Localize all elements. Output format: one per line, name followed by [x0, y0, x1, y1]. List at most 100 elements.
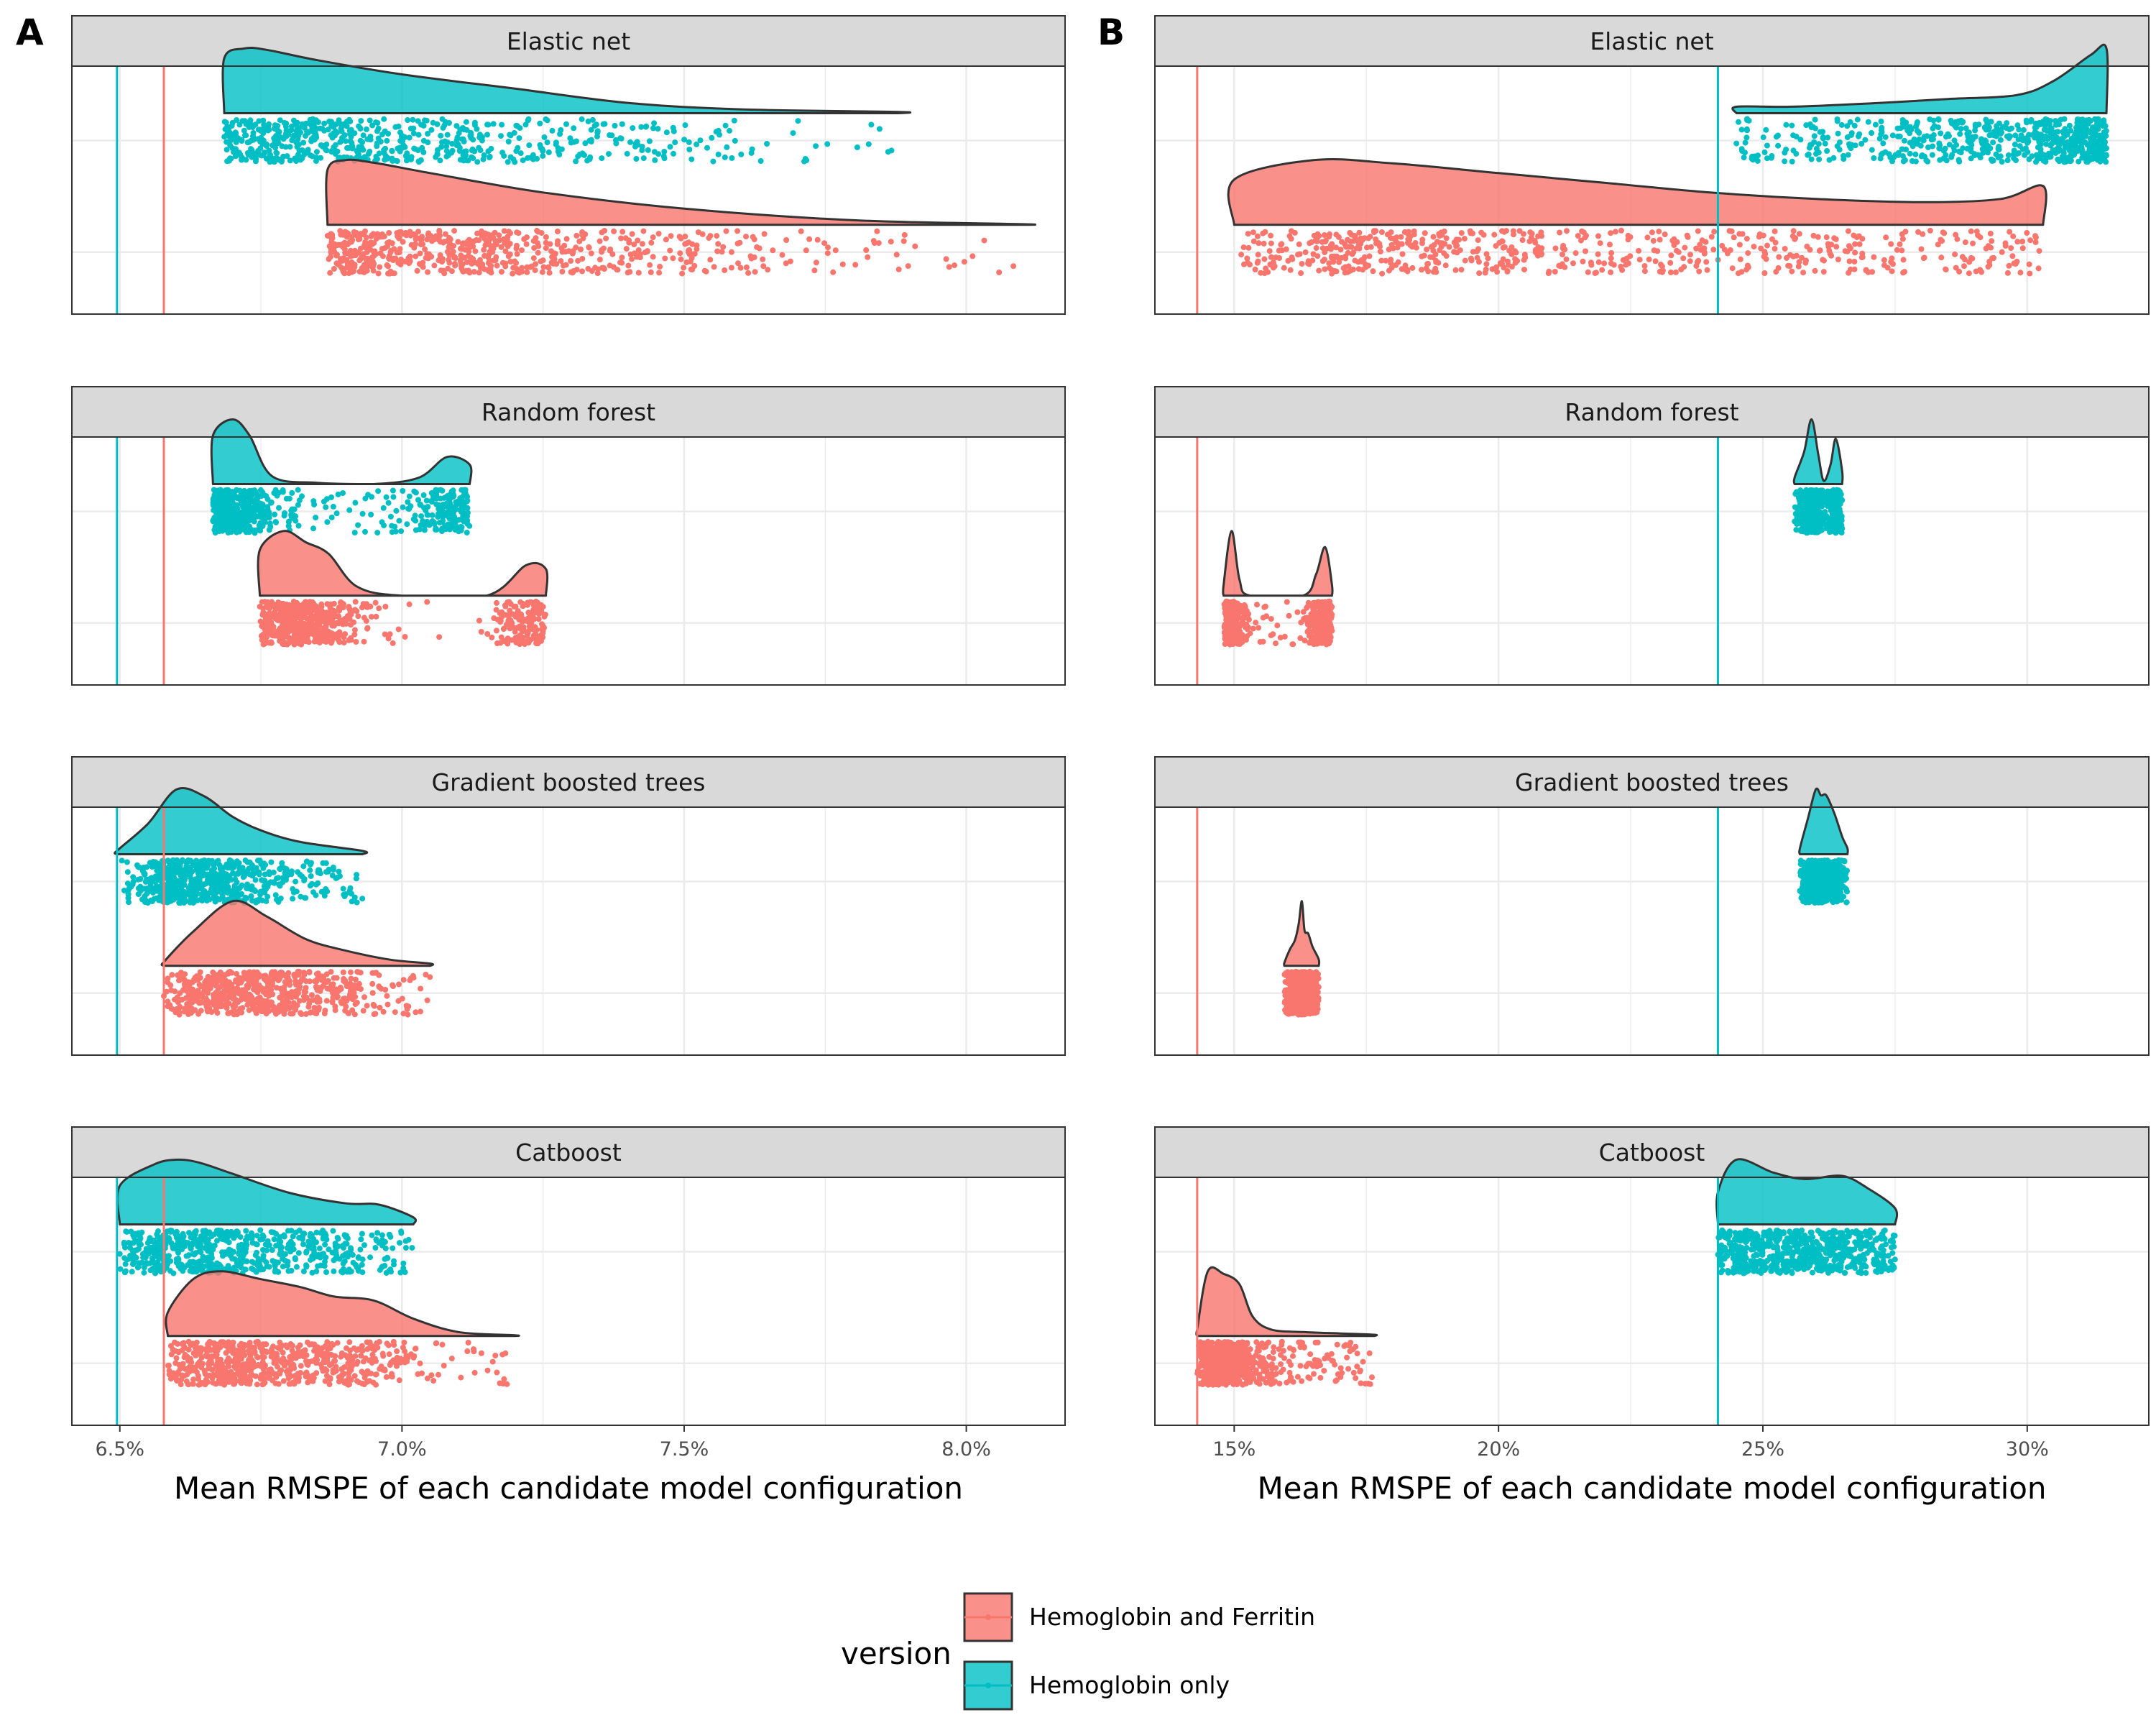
rain-point	[646, 138, 653, 144]
rain-point	[289, 123, 295, 129]
rain-point	[619, 121, 625, 127]
rain-point	[285, 523, 292, 529]
rain-point	[623, 246, 630, 252]
rain-point	[420, 492, 427, 498]
rain-point	[722, 267, 728, 273]
rain-point	[261, 512, 267, 519]
rain-point	[353, 229, 359, 236]
rain-point	[353, 639, 359, 645]
rain-point	[329, 873, 336, 879]
rain-point	[476, 259, 482, 265]
rain-point	[289, 489, 295, 496]
rain-point	[231, 1008, 237, 1015]
rain-point	[387, 270, 393, 277]
rain-point	[402, 1348, 408, 1355]
rain-points	[210, 487, 473, 536]
rain-point	[415, 132, 422, 138]
rain-point	[246, 865, 252, 872]
rain-point	[433, 154, 439, 160]
rain-point	[359, 1230, 365, 1237]
rain-point	[433, 501, 440, 507]
rain-point	[245, 518, 251, 525]
rain-point	[488, 145, 494, 152]
rain-point	[681, 137, 688, 143]
rain-point	[328, 494, 334, 500]
rain-point	[364, 1003, 370, 1009]
rain-point	[221, 134, 228, 140]
rain-point	[303, 133, 308, 139]
rain-point	[274, 896, 280, 903]
rain-point	[1010, 263, 1017, 270]
rain-point	[261, 121, 267, 128]
rain-point	[719, 249, 725, 255]
rain-point	[494, 599, 499, 606]
rain-point	[363, 234, 369, 241]
rain-point	[484, 631, 491, 637]
rain-point	[323, 504, 329, 510]
rain-point	[264, 1238, 271, 1244]
rain-point	[231, 1000, 238, 1007]
rain-point	[336, 988, 342, 993]
rain-point	[232, 892, 239, 898]
rain-point	[499, 150, 506, 156]
rain-point	[459, 261, 466, 267]
rain-point	[270, 603, 277, 610]
rain-point	[292, 980, 299, 987]
rain-point	[379, 234, 386, 240]
rain-point	[468, 241, 474, 247]
rain-point	[355, 522, 361, 528]
rain-point	[429, 512, 436, 518]
rain-point	[308, 992, 315, 998]
rain-point	[514, 229, 520, 236]
rain-point	[981, 237, 987, 244]
rain-point	[517, 632, 523, 638]
rain-point	[230, 507, 236, 514]
rain-point	[152, 878, 158, 885]
rain-point	[368, 257, 374, 264]
rain-point	[348, 622, 354, 628]
rain-point	[374, 231, 381, 237]
rain-point	[425, 230, 432, 236]
rain-point	[259, 1008, 265, 1014]
rain-point	[874, 228, 880, 234]
rain-point	[136, 1246, 142, 1252]
rain-point	[895, 266, 902, 272]
rain-point	[568, 139, 574, 146]
rain-point	[402, 1245, 409, 1251]
rain-point	[585, 118, 591, 124]
rain-point	[554, 241, 561, 247]
rain-point	[437, 505, 443, 511]
rain-point	[728, 264, 734, 271]
rain-point	[481, 247, 487, 253]
rain-point	[627, 139, 633, 145]
rain-point	[317, 870, 323, 877]
rain-point	[596, 257, 603, 263]
rain-point	[369, 494, 375, 500]
rain-point	[299, 155, 305, 162]
rain-point	[359, 1261, 365, 1268]
rain-point	[277, 613, 283, 620]
rain-point	[352, 500, 359, 506]
rain-point	[446, 120, 452, 126]
rain-point	[515, 625, 520, 631]
rain-point	[374, 143, 380, 150]
rain-point	[287, 1248, 294, 1255]
density-cloud	[221, 46, 912, 114]
rain-point	[321, 634, 326, 640]
rain-point	[825, 244, 831, 251]
rain-point	[137, 1236, 144, 1241]
rain-point	[237, 525, 244, 531]
rain-point	[249, 1265, 255, 1271]
rain-point	[521, 640, 528, 646]
facet-strip-label: Gradient boosted trees	[432, 768, 706, 796]
rain-point	[253, 865, 259, 871]
rain-point	[803, 157, 810, 163]
rain-point	[316, 612, 322, 619]
rain-point	[814, 236, 821, 243]
rain-point	[129, 1261, 136, 1267]
rain-point	[381, 116, 387, 122]
rain-point	[594, 270, 601, 277]
rain-point	[330, 631, 336, 638]
rain-point	[750, 234, 756, 240]
